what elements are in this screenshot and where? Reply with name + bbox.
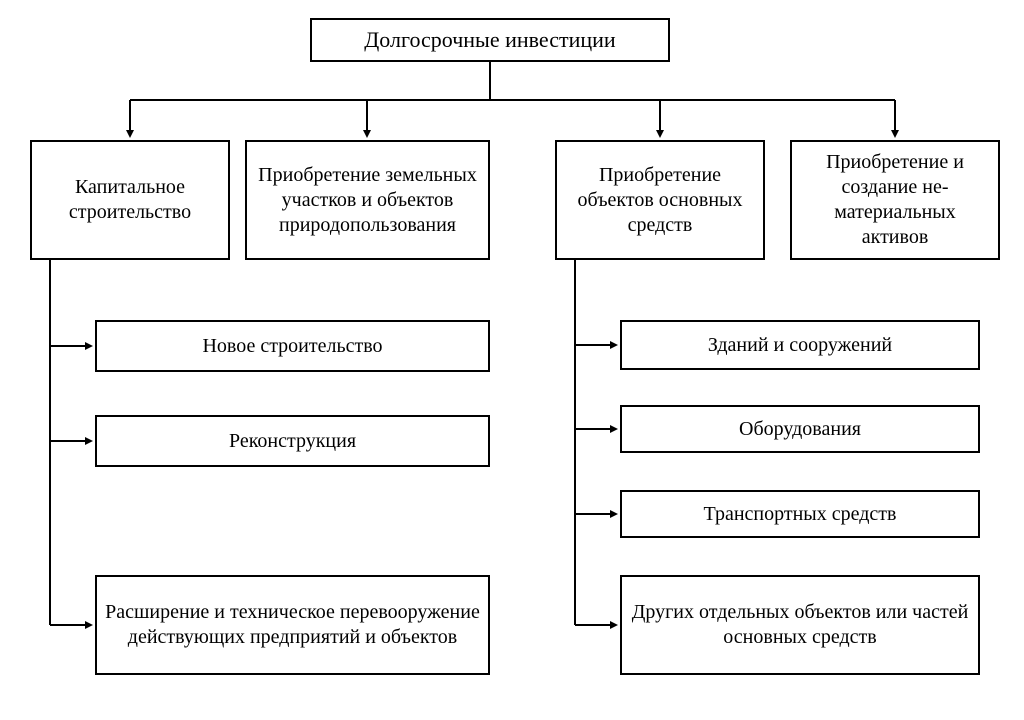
root-label: Долгосрочные инвестиции — [364, 26, 615, 54]
leaf-label: Зданий и сооружений — [708, 333, 892, 358]
category-node-land-acquisition: Приобретение зе­мельных участков и объек… — [245, 140, 490, 260]
category-label: Приобретение и создание не­материальных … — [800, 150, 990, 250]
category-label: Приобретение зе­мельных участков и объек… — [255, 163, 480, 238]
category-label: Капитальное строительство — [40, 175, 220, 225]
leaf-label: Транспортных средств — [704, 502, 897, 527]
leaf-label: Расширение и техническое перевооружение … — [105, 600, 480, 650]
leaf-label: Оборудования — [739, 417, 861, 442]
root-node: Долгосрочные инвестиции — [310, 18, 670, 62]
category-node-fixed-assets: Приобретение объектов основных средств — [555, 140, 765, 260]
leaf-other-assets: Других отдельных объектов или частей осн… — [620, 575, 980, 675]
leaf-new-construction: Новое строительство — [95, 320, 490, 372]
leaf-label: Реконструкция — [229, 429, 356, 454]
leaf-equipment: Оборудования — [620, 405, 980, 453]
category-node-capital-construction: Капитальное строительство — [30, 140, 230, 260]
leaf-expansion-reequipment: Расширение и техническое перевооружение … — [95, 575, 490, 675]
leaf-transport: Транспортных средств — [620, 490, 980, 538]
category-node-intangible-assets: Приобретение и создание не­материальных … — [790, 140, 1000, 260]
category-label: Приобретение объектов основных средств — [565, 163, 755, 238]
leaf-label: Других отдельных объектов или частей осн… — [630, 600, 970, 650]
leaf-buildings: Зданий и сооружений — [620, 320, 980, 370]
leaf-reconstruction: Реконструкция — [95, 415, 490, 467]
leaf-label: Новое строительство — [202, 334, 382, 359]
